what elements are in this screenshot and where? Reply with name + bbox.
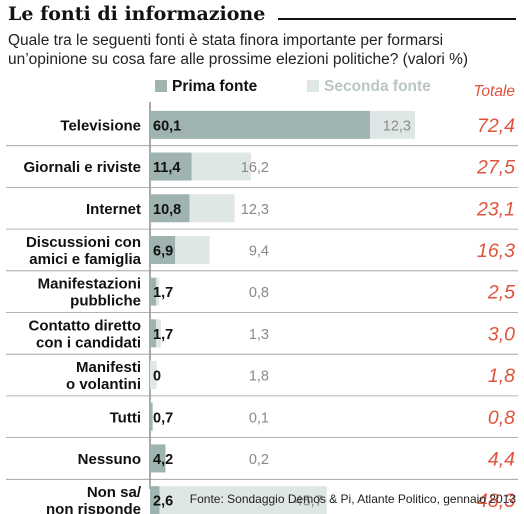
data-label-prima: 10,8 [153,202,181,218]
bar-seconda-fonte [150,361,157,390]
bar-seconda-fonte [165,444,167,473]
data-label-prima: 1,7 [153,327,173,343]
bar-seconda-fonte [175,235,210,264]
data-label-prima: 60,1 [153,118,181,134]
title-rule [278,18,516,20]
category-label: Non sa/ [87,484,142,501]
total-value: 23,1 [476,198,515,220]
legend-label-prima: Prima fonte [172,78,258,95]
total-value: 4,4 [488,448,515,470]
category-label: Manifestazioni [38,276,141,293]
bar-seconda-fonte [156,277,160,306]
bar-prima-fonte [150,486,160,514]
category-label: Internet [86,201,141,218]
bar-prima-fonte [150,110,370,139]
category-label: Contatto diretto [29,317,141,334]
total-value: 2,5 [487,282,515,304]
category-label: Televisione [60,117,141,134]
total-value: 16,3 [477,240,515,262]
bar-seconda-fonte [156,319,161,348]
category-label: Nessuno [78,451,141,468]
bar-seconda-fonte [369,110,415,139]
chart-title: Le fonti di informazione [8,3,266,25]
data-label-seconda: 1,8 [249,369,269,385]
category-label: Tutti [110,409,141,426]
total-value: 0,8 [488,407,515,429]
category-label: pubbliche [70,293,141,310]
data-label-seconda: 45,7 [295,494,323,510]
category-label: amici e famiglia [29,251,141,268]
total-value: 1,8 [488,365,515,387]
total-value: 72,4 [477,115,515,137]
data-label-seconda: 9,4 [249,243,269,259]
legend-swatch-seconda [307,80,319,92]
total-value: 3,0 [488,323,515,345]
bar-prima-fonte [150,152,192,181]
data-label-seconda: 16,2 [241,160,269,176]
category-label: con i candidati [36,334,141,351]
bar-seconda-fonte [189,194,235,223]
chart-subtitle: Quale tra le seguenti fonti è stata fino… [8,32,469,68]
category-label: o volantini [66,376,141,393]
data-label-prima: 11,4 [153,160,180,176]
category-label: Discussioni con [26,234,141,251]
data-label-prima: 1,7 [153,285,173,301]
bar-prima-fonte [150,235,176,264]
legend-swatch-prima [155,80,167,92]
data-label-prima: 4,2 [153,452,173,468]
bar-seconda-fonte [191,152,252,181]
data-label-prima: 2,6 [153,494,173,510]
data-label-seconda: 0,8 [249,285,269,301]
total-value: 27,5 [476,157,515,179]
data-label-seconda: 0,2 [249,452,269,468]
legend-label-seconda: Seconda fonte [324,78,431,95]
bar-seconda-fonte [159,486,327,514]
bar-prima-fonte [150,319,157,348]
data-label-prima: 6,9 [153,243,173,259]
bar-prima-fonte [150,444,166,473]
total-value: 48,3 [477,490,515,512]
bar-prima-fonte [150,194,190,223]
source-note: Fonte: Sondaggio Demos & Pi, Atlante Pol… [189,492,516,506]
bar-prima-fonte [150,402,153,431]
category-label: Giornali e riviste [23,159,141,176]
data-label-prima: 0 [153,369,161,385]
category-label: Manifesti [76,359,141,376]
category-label: non risponde [46,501,141,514]
data-label-seconda: 12,3 [241,202,269,218]
data-label-seconda: 1,3 [249,327,269,343]
total-header: Totale [473,83,515,100]
bar-prima-fonte [150,277,157,306]
data-label-prima: 0,7 [153,410,173,426]
data-label-seconda: 0,1 [249,410,269,426]
data-label-seconda: 12,3 [383,118,411,134]
